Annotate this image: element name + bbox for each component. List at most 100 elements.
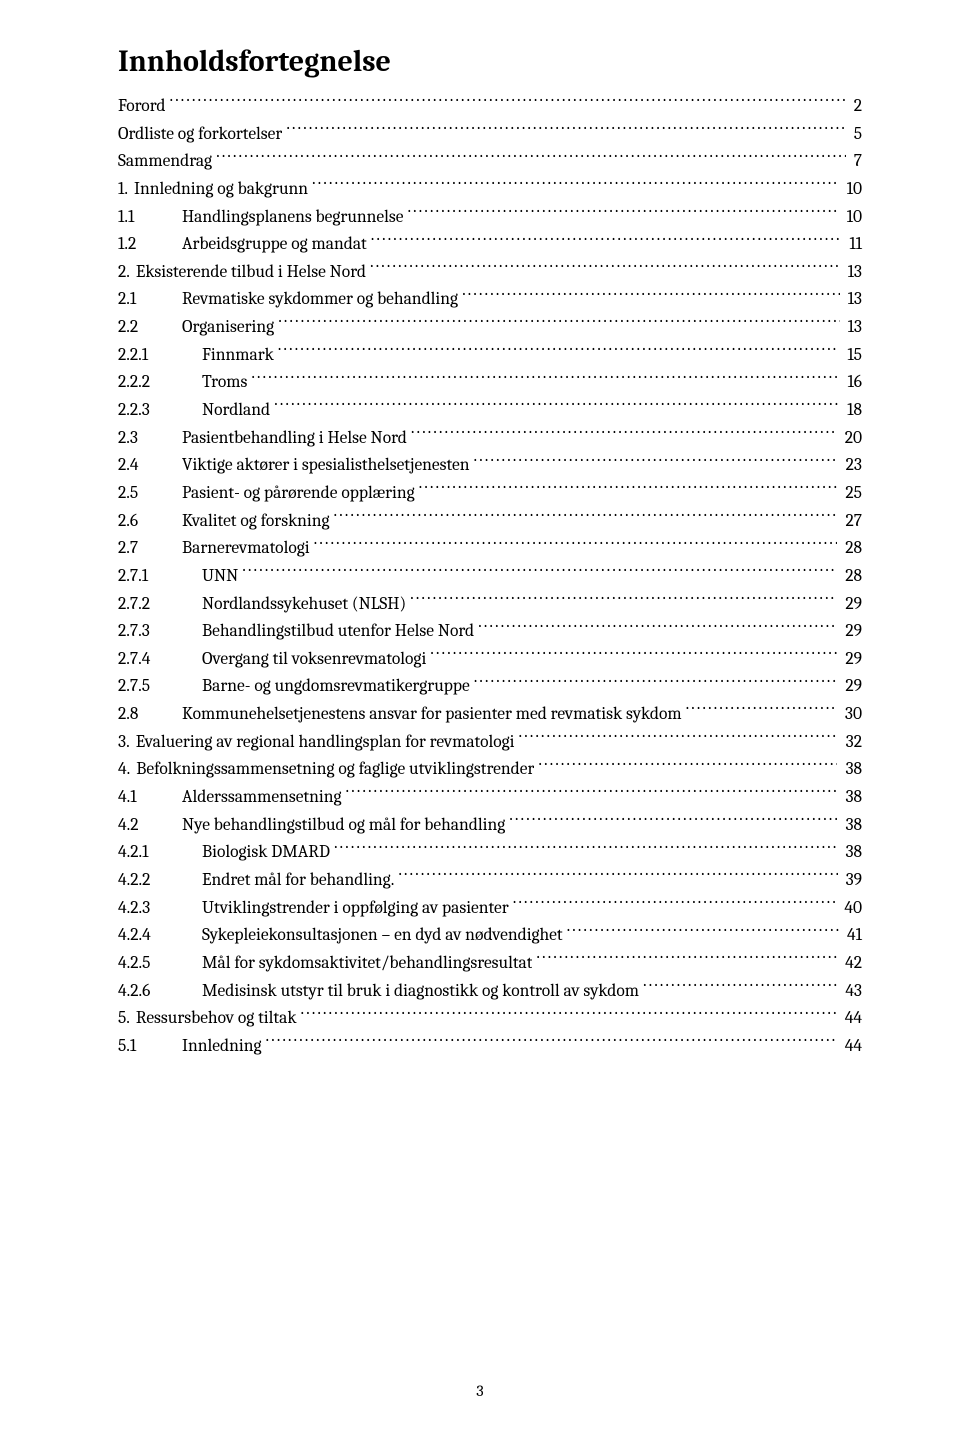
- toc-entry-label: Evaluering av regional handlingsplan for…: [136, 729, 515, 757]
- toc-entry[interactable]: 2.7.2Nordlandssykehuset (NLSH)29: [118, 591, 862, 619]
- toc-entry-label: Ressursbehov og tiltak: [136, 1005, 297, 1033]
- toc-entry-page: 10: [843, 176, 862, 204]
- toc-entry-label: Ordliste og forkortelser: [118, 121, 282, 149]
- toc-entry[interactable]: 5.1Innledning44: [118, 1033, 862, 1061]
- toc-entry[interactable]: 4.2.3Utviklingstrender i oppfølging av p…: [118, 895, 862, 923]
- toc-entry-label: Pasient- og pårørende opplæring: [182, 480, 415, 508]
- toc-leader-dots: [251, 370, 839, 388]
- toc-entry[interactable]: 2.2.1Finnmark15: [118, 342, 862, 370]
- toc-entry-number: 2.7.5: [118, 673, 202, 701]
- toc-entry-number: 2.1: [118, 286, 182, 314]
- toc-entry-label: Sykepleiekonsultasjonen – en dyd av nødv…: [202, 922, 563, 950]
- toc-entry-page: 11: [845, 231, 862, 259]
- toc-leader-dots: [216, 149, 846, 167]
- toc-entry-label: Alderssammensetning: [182, 784, 342, 812]
- toc-entry[interactable]: Sammendrag7: [118, 148, 862, 176]
- toc-entry[interactable]: 1.2Arbeidsgruppe og mandat11: [118, 231, 862, 259]
- toc-entry[interactable]: 4.2.2Endret mål for behandling.39: [118, 867, 862, 895]
- toc-entry[interactable]: 2.Eksisterende tilbud i Helse Nord13: [118, 259, 862, 287]
- toc-entry-number: 2.2.3: [118, 397, 202, 425]
- toc-entry-page: 13: [844, 286, 862, 314]
- toc-entry-number: 2.7.3: [118, 618, 202, 646]
- toc-leader-dots: [278, 315, 839, 333]
- toc-leader-dots: [314, 536, 838, 554]
- toc-entry[interactable]: 4.2.4Sykepleiekonsultasjonen – en dyd av…: [118, 922, 862, 950]
- toc-entry[interactable]: 2.7.1UNN28: [118, 563, 862, 591]
- toc-leader-dots: [462, 287, 840, 305]
- toc-entry[interactable]: 2.1Revmatiske sykdommer og behandling13: [118, 286, 862, 314]
- toc-entry-label: Nordland: [202, 397, 270, 425]
- toc-leader-dots: [643, 978, 837, 996]
- toc-leader-dots: [410, 591, 837, 609]
- toc-leader-dots: [286, 121, 845, 139]
- toc-entry-number: 2.2.1: [118, 342, 202, 370]
- toc-entry[interactable]: 4.2.1Biologisk DMARD38: [118, 839, 862, 867]
- toc-leader-dots: [274, 398, 839, 416]
- toc-entry-label: Sammendrag: [118, 148, 212, 176]
- toc-entry[interactable]: 4.2.5Mål for sykdomsaktivitet/behandling…: [118, 950, 862, 978]
- toc-entry-page: 44: [841, 1033, 862, 1061]
- toc-entry-number: 4.2.6: [118, 978, 202, 1006]
- toc-entry-number: 3.: [118, 729, 136, 757]
- toc-entry[interactable]: 2.2.2Troms16: [118, 369, 862, 397]
- toc-entry[interactable]: 4.2.6Medisinsk utstyr til bruk i diagnos…: [118, 978, 862, 1006]
- toc-entry-number: 2.3: [118, 425, 182, 453]
- toc-leader-dots: [334, 508, 838, 526]
- toc-entry[interactable]: 1.1Handlingsplanens begrunnelse10: [118, 204, 862, 232]
- toc-entry-page: 38: [841, 839, 862, 867]
- toc-entry-label: Nye behandlingstilbud og mål for behandl…: [182, 812, 505, 840]
- toc-entry[interactable]: 4.Befolkningssammensetning og faglige ut…: [118, 756, 862, 784]
- toc-entry[interactable]: 2.4Viktige aktører i spesialisthelsetjen…: [118, 452, 862, 480]
- toc-entry-label: Innledning: [182, 1033, 262, 1061]
- toc-entry-page: 15: [843, 342, 862, 370]
- toc-entry-label: Medisinsk utstyr til bruk i diagnostikk …: [202, 978, 639, 1006]
- toc-entry-number: 1.1: [118, 204, 182, 232]
- toc-entry[interactable]: Ordliste og forkortelser5: [118, 121, 862, 149]
- toc-entry[interactable]: 2.2.3Nordland18: [118, 397, 862, 425]
- toc-entry-page: 29: [841, 646, 862, 674]
- toc-entry-label: Befolkningssammensetning og faglige utvi…: [136, 756, 534, 784]
- toc-leader-dots: [686, 702, 837, 720]
- toc-entry[interactable]: Forord2: [118, 93, 862, 121]
- toc-entry-page: 38: [841, 756, 862, 784]
- toc-leader-dots: [474, 674, 838, 692]
- toc-entry[interactable]: 2.8Kommunehelsetjenestens ansvar for pas…: [118, 701, 862, 729]
- toc-entry-page: 16: [843, 369, 862, 397]
- toc-entry[interactable]: 4.2Nye behandlingstilbud og mål for beha…: [118, 812, 862, 840]
- toc-entry-label: Pasientbehandling i Helse Nord: [182, 425, 407, 453]
- toc-leader-dots: [407, 204, 838, 222]
- toc-entry-number: 4.2.3: [118, 895, 202, 923]
- toc-entry[interactable]: 5.Ressursbehov og tiltak44: [118, 1005, 862, 1033]
- toc-entry-page: 30: [841, 701, 862, 729]
- toc-entry-number: 2.8: [118, 701, 182, 729]
- toc-leader-dots: [538, 757, 837, 775]
- toc-entry[interactable]: 4.1Alderssammensetning38: [118, 784, 862, 812]
- toc-entry-number: 2.5: [118, 480, 182, 508]
- toc-entry[interactable]: 2.6Kvalitet og forskning27: [118, 508, 862, 536]
- toc-entry-label: Eksisterende tilbud i Helse Nord: [136, 259, 366, 287]
- toc-entry-label: Endret mål for behandling.: [202, 867, 394, 895]
- toc-entry-label: Barne- og ungdomsrevmatikergruppe: [202, 673, 470, 701]
- toc-entry[interactable]: 2.3Pasientbehandling i Helse Nord 20: [118, 425, 862, 453]
- toc-entry[interactable]: 3.Evaluering av regional handlingsplan f…: [118, 729, 862, 757]
- toc-entry[interactable]: 2.5Pasient- og pårørende opplæring 25: [118, 480, 862, 508]
- toc-entry-page: 27: [842, 508, 863, 536]
- toc-entry-page: 28: [841, 563, 862, 591]
- toc-entry-page: 10: [843, 204, 862, 232]
- toc-entry-label: Kommunehelsetjenestens ansvar for pasien…: [182, 701, 682, 729]
- toc-leader-dots: [411, 425, 837, 443]
- toc-entry-page: 25: [841, 480, 862, 508]
- toc-leader-dots: [398, 867, 837, 885]
- toc-entry-page: 29: [841, 591, 862, 619]
- toc-entry[interactable]: 1.Innledning og bakgrunn10: [118, 176, 862, 204]
- toc-entry[interactable]: 2.7.3Behandlingstilbud utenfor Helse Nor…: [118, 618, 862, 646]
- toc-entry[interactable]: 2.7.4Overgang til voksenrevmatologi29: [118, 646, 862, 674]
- toc-entry-number: 2.4: [118, 452, 182, 480]
- toc-entry-page: 20: [841, 425, 862, 453]
- toc-entry-number: 2.: [118, 259, 136, 287]
- toc-leader-dots: [371, 232, 842, 250]
- toc-entry[interactable]: 2.7.5Barne- og ungdomsrevmatikergruppe29: [118, 673, 862, 701]
- toc-entry[interactable]: 2.7Barnerevmatologi28: [118, 535, 862, 563]
- toc-entry-label: Barnerevmatologi: [182, 535, 310, 563]
- toc-entry[interactable]: 2.2Organisering13: [118, 314, 862, 342]
